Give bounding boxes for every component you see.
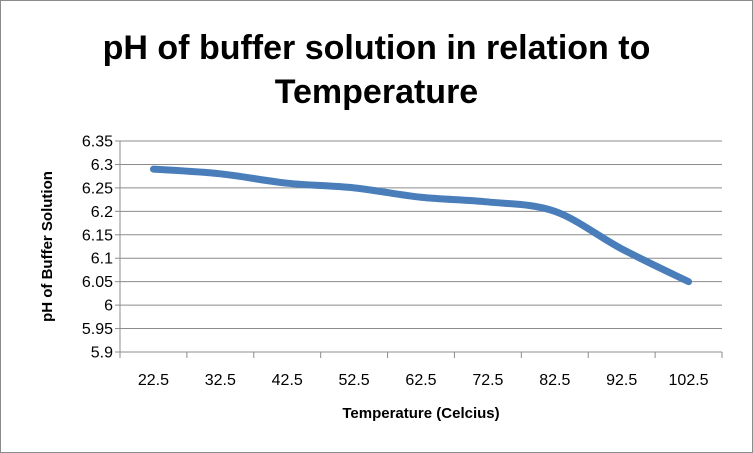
chart-title-line-2: Temperature xyxy=(274,73,479,111)
x-tick-labels: 22.5 32.5 42.5 52.5 62.5 72.5 82.5 92.5 102.5 xyxy=(138,372,709,389)
x-tick-label: 52.5 xyxy=(339,372,370,389)
y-tick-label: 6.15 xyxy=(82,227,113,244)
chart-title-line-1: pH of buffer solution in relation to xyxy=(102,29,651,67)
y-tick-label: 6.2 xyxy=(91,204,113,221)
x-tick-label: 72.5 xyxy=(472,372,503,389)
x-tick-label: 102.5 xyxy=(669,372,709,389)
y-tick-labels: 5.9 5.95 6 6.05 6.1 6.15 6.2 6.25 6.3 6.35 xyxy=(82,134,113,362)
y-tick-label: 6.35 xyxy=(82,134,113,151)
y-tick-label: 6.1 xyxy=(91,251,113,268)
y-tick-label: 5.95 xyxy=(82,321,113,338)
x-axis-title: Temperature (Celcius) xyxy=(342,405,499,422)
series-layer xyxy=(149,165,693,286)
x-tick-label: 42.5 xyxy=(272,372,303,389)
y-tick-label: 6.3 xyxy=(91,157,113,174)
gridlines xyxy=(120,140,722,330)
x-tick-label: 82.5 xyxy=(539,372,570,389)
x-tick-label: 22.5 xyxy=(138,372,169,389)
x-tick-label: 62.5 xyxy=(405,372,436,389)
x-tick-label: 32.5 xyxy=(205,372,236,389)
chart-title: pH of buffer solution in relation to Tem… xyxy=(0,26,753,114)
x-tick-label: 92.5 xyxy=(606,372,637,389)
y-tick-label: 6.05 xyxy=(82,274,113,291)
series-line xyxy=(149,165,693,286)
y-tick-label: 5.9 xyxy=(91,345,113,362)
y-axis-title: pH of Buffer Solution xyxy=(39,171,56,322)
axes xyxy=(115,140,723,358)
y-tick-label: 6 xyxy=(104,298,113,315)
y-tick-label: 6.25 xyxy=(82,180,113,197)
